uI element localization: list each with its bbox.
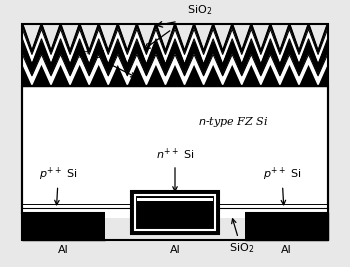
Text: $n^+$ Si: $n^+$ Si bbox=[75, 47, 135, 77]
Bar bbox=[22, 204, 328, 207]
Bar bbox=[131, 191, 219, 234]
Polygon shape bbox=[22, 54, 328, 85]
Bar bbox=[219, 213, 245, 240]
Text: $n^{++}$ Si: $n^{++}$ Si bbox=[156, 147, 194, 191]
Bar bbox=[22, 87, 328, 213]
Text: Al: Al bbox=[170, 245, 180, 255]
Bar bbox=[135, 195, 215, 230]
Bar bbox=[22, 24, 328, 240]
Bar bbox=[137, 198, 213, 201]
Text: Al: Al bbox=[281, 245, 292, 255]
Text: $p^{++}$ Si: $p^{++}$ Si bbox=[262, 165, 301, 205]
Bar bbox=[22, 213, 105, 240]
Polygon shape bbox=[22, 42, 328, 75]
Polygon shape bbox=[22, 29, 328, 64]
Text: $n$-type FZ Si: $n$-type FZ Si bbox=[198, 115, 268, 129]
Bar bbox=[105, 211, 131, 218]
Text: Al: Al bbox=[58, 245, 69, 255]
Text: $p^{++}$ Si: $p^{++}$ Si bbox=[39, 165, 78, 205]
Bar bbox=[105, 213, 131, 240]
Polygon shape bbox=[22, 24, 328, 87]
Text: SiO$_2$: SiO$_2$ bbox=[229, 219, 254, 255]
Bar bbox=[22, 208, 328, 213]
Bar bbox=[219, 211, 245, 218]
Bar bbox=[245, 213, 328, 240]
Text: SiO$_2$: SiO$_2$ bbox=[187, 3, 212, 17]
